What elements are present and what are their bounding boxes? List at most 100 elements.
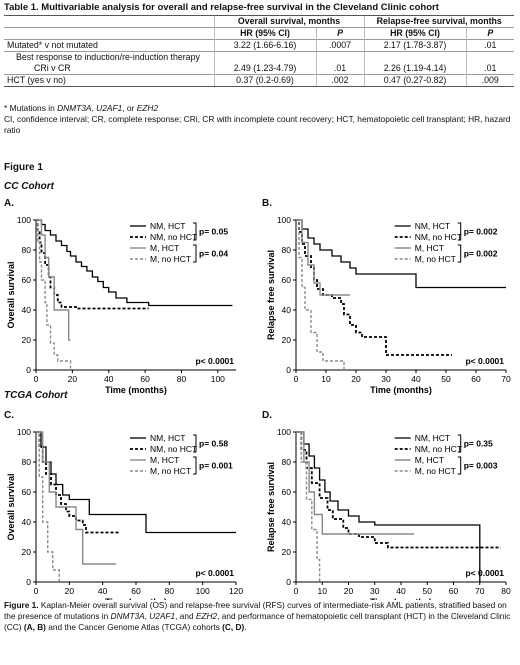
x-tick-label: 20 xyxy=(65,586,75,596)
pvalue-bracket xyxy=(457,434,462,453)
legend-label: M, HCT xyxy=(150,455,179,465)
legend-label: NM, HCT xyxy=(150,433,185,443)
y-tick-label: 60 xyxy=(22,487,32,497)
os-p-cell: .002 xyxy=(315,74,364,87)
pvalue-bracket xyxy=(457,244,462,263)
pvalue-label: p= 0.003 xyxy=(464,461,498,471)
y-axis-label: Overall survival xyxy=(6,473,16,540)
pvalue-bracket xyxy=(193,434,197,453)
panel-d-letter: D. xyxy=(262,410,272,421)
rfs-p-header: P xyxy=(465,27,514,40)
footnote-gene: EZH2 xyxy=(136,103,159,113)
os-p-header: P xyxy=(315,27,364,40)
x-tick-label: 60 xyxy=(449,586,459,596)
legend-label: M, no HCT xyxy=(415,254,456,264)
y-tick-label: 40 xyxy=(282,517,292,527)
table-abbreviations: CI, confidence interval; CR, complete re… xyxy=(4,114,511,135)
table-column-header-row: HR (95% CI) P HR (95% CI) P xyxy=(4,27,514,40)
x-axis-label: Time (months) xyxy=(105,597,167,600)
os-hr-header: HR (95% CI) xyxy=(213,27,316,40)
os-hr-cell: 2.49 (1.23-4.79) xyxy=(213,63,316,75)
rfs-hr-cell: 0.47 (0.27-0.82) xyxy=(363,74,466,87)
os-hr-cell xyxy=(213,51,316,63)
table-row: HCT (yes v no) 0.37 (0.2-0.69) .002 0.47… xyxy=(4,74,514,87)
legend-label: NM, HCT xyxy=(415,433,450,443)
x-tick-label: 10 xyxy=(321,374,331,384)
caption-panels-cd: (C, D) xyxy=(222,622,245,632)
caption-panels-ab: (A, B) xyxy=(23,622,46,632)
x-tick-label: 0 xyxy=(34,586,39,596)
x-axis-label: Time (months) xyxy=(370,597,432,600)
table-label-header xyxy=(4,27,214,40)
x-tick-label: 20 xyxy=(68,374,78,384)
y-tick-label: 0 xyxy=(286,365,291,375)
footnote-gene: U2AF1 xyxy=(96,103,123,113)
y-axis-label: Relapse free survival xyxy=(266,250,276,340)
panel-c-letter: C. xyxy=(4,410,14,421)
x-tick-label: 10 xyxy=(318,586,328,596)
footnote-gene: DNMT3A xyxy=(57,103,92,113)
y-tick-label: 80 xyxy=(282,457,292,467)
x-tick-label: 100 xyxy=(196,586,210,596)
x-tick-label: 60 xyxy=(140,374,150,384)
km-curve-nm-no-hct xyxy=(296,219,452,356)
x-tick-label: 50 xyxy=(423,586,433,596)
legend-label: M, no HCT xyxy=(150,254,191,264)
figure-caption: Figure 1. Kaplan-Meier overall survival … xyxy=(4,600,518,633)
pvalue-bracket xyxy=(193,222,197,241)
legend-label: NM, no HCT xyxy=(150,444,197,454)
km-curve-nm-hct xyxy=(296,431,481,582)
pvalue-label: p= 0.05 xyxy=(199,227,228,237)
table-row: Best response to induction/re-induction … xyxy=(4,51,514,63)
table-corner-cell xyxy=(4,15,214,28)
table-title: Table 1. Multivariable analysis for over… xyxy=(4,2,439,13)
y-tick-label: 80 xyxy=(22,457,32,467)
x-tick-label: 60 xyxy=(471,374,481,384)
legend-label: NM, HCT xyxy=(415,221,450,231)
x-tick-label: 80 xyxy=(177,374,187,384)
table-footnote: * Mutations in DNMT3A, U2AF1, or EZH2 xyxy=(4,103,516,114)
x-tick-label: 40 xyxy=(98,586,108,596)
y-axis-label: Overall survival xyxy=(6,261,16,328)
y-tick-label: 20 xyxy=(282,335,292,345)
legend-label: NM, no HCT xyxy=(150,232,197,242)
os-p-cell xyxy=(315,51,364,63)
km-curve-m-hct xyxy=(296,219,350,296)
y-tick-label: 0 xyxy=(26,365,31,375)
caption-text: Kaplan-Meier overall survival (OS) and r… xyxy=(4,600,507,621)
y-tick-label: 60 xyxy=(282,487,292,497)
km-curve-nm-no-hct xyxy=(36,219,149,310)
legend-label: NM, HCT xyxy=(150,221,185,231)
x-tick-label: 30 xyxy=(381,374,391,384)
km-curve-m-hct xyxy=(36,431,116,565)
overall-pvalue-label: p< 0.0001 xyxy=(195,356,234,366)
panel-b-letter: B. xyxy=(262,198,272,209)
os-hr-cell: 0.37 (0.2-0.69) xyxy=(213,74,316,87)
x-tick-label: 40 xyxy=(396,586,406,596)
legend-label: M, no HCT xyxy=(150,466,191,476)
y-axis-label: Relapse free survival xyxy=(266,462,276,552)
caption-text: and the Cancer Genome Atlas (TCGA) cohor… xyxy=(45,622,223,632)
km-curve-nm-hct xyxy=(36,431,236,534)
x-tick-label: 0 xyxy=(294,586,299,596)
os-p-cell: .01 xyxy=(315,63,364,75)
os-hr-cell: 3.22 (1.66-6.16) xyxy=(213,39,316,52)
pvalue-label: p= 0.001 xyxy=(199,461,233,471)
y-tick-label: 20 xyxy=(22,335,32,345)
overall-pvalue-label: p< 0.0001 xyxy=(465,568,504,578)
footnote-prefix: * Mutations in xyxy=(4,103,58,113)
results-table: Overall survival, months Relapse-free su… xyxy=(4,15,514,87)
rfs-hr-header: HR (95% CI) xyxy=(363,27,466,40)
pvalue-label: p= 0.002 xyxy=(464,249,498,259)
km-curve-nm-no-hct xyxy=(36,431,120,534)
pvalue-bracket xyxy=(193,456,197,475)
x-axis-label: Time (months) xyxy=(105,385,167,395)
x-tick-label: 40 xyxy=(104,374,114,384)
rfs-group-header: Relapse-free survival, months xyxy=(363,15,514,28)
caption-text: , xyxy=(144,611,150,621)
x-tick-label: 50 xyxy=(441,374,451,384)
x-tick-label: 80 xyxy=(501,586,511,596)
x-tick-label: 80 xyxy=(165,586,175,596)
pvalue-label: p= 0.58 xyxy=(199,439,228,449)
